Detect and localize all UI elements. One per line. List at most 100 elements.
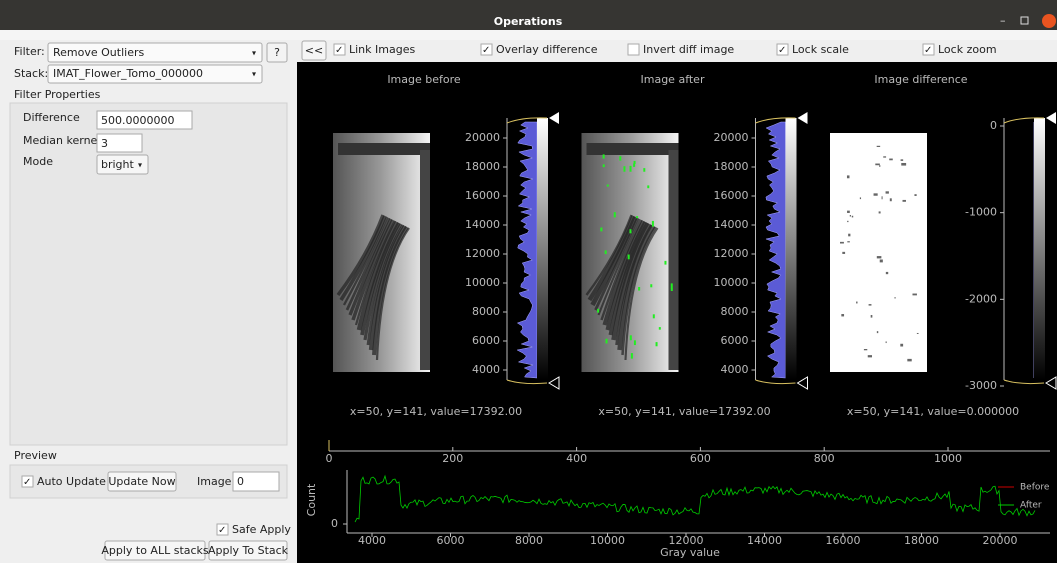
outlier (597, 309, 599, 313)
outlier (647, 185, 649, 188)
diff-speck (886, 341, 887, 343)
outlier (614, 212, 616, 217)
diff-speck (848, 234, 850, 237)
checkbox-box[interactable] (628, 44, 639, 55)
arrow: ▾ (252, 49, 256, 58)
tick-label: 0 (331, 517, 338, 530)
outlier (643, 168, 645, 172)
spin-text: 3 (101, 137, 108, 150)
outlier (633, 163, 635, 166)
outlier (603, 164, 605, 167)
diff-speck (875, 164, 880, 166)
diff-speck (847, 241, 850, 242)
diff-speck (917, 333, 919, 334)
diff-speck (877, 256, 882, 258)
outlier (671, 283, 673, 288)
outlier (606, 339, 608, 344)
tick-label: 4000 (472, 363, 500, 376)
tick-label: 6000 (472, 334, 500, 347)
outlier (623, 166, 625, 172)
tick-label: 200 (442, 452, 463, 465)
tick-label: 0 (326, 452, 333, 465)
diff-speck (877, 146, 880, 147)
diff-speck (874, 193, 878, 195)
checkbox-label: Safe Apply (232, 523, 291, 536)
checkbox-label: Auto Update (37, 475, 106, 488)
window: Operations – Filter: Remove Outliers ▾ ?… (0, 0, 1057, 563)
view-title: Image difference (874, 73, 967, 86)
diff-speck (869, 304, 872, 306)
frame (338, 143, 430, 155)
tick-label: -1000 (965, 206, 997, 219)
combo-text: Remove Outliers (53, 46, 144, 59)
view-title: Image after (641, 73, 705, 86)
diff-speck (850, 215, 851, 217)
label: Stack: (14, 67, 48, 80)
tick-label: 20000 (714, 131, 749, 144)
tick-label: 12000 (465, 247, 500, 260)
tick-label: 14000 (714, 218, 749, 231)
check-mark: ✓ (335, 45, 343, 56)
label: Image: (197, 475, 235, 488)
diff-speck (841, 314, 844, 316)
spin-text: 500.0000000 (101, 114, 174, 127)
combo-text: IMAT_Flower_Tomo_000000 (53, 67, 203, 80)
button-text: << (305, 44, 323, 57)
diff-speck (912, 294, 916, 296)
diff-speck (882, 196, 883, 199)
outlier (656, 342, 658, 346)
tick-label: 16000 (714, 189, 749, 202)
diff-speck (914, 194, 916, 196)
outlier (631, 353, 633, 359)
outlier (638, 287, 640, 291)
label: Difference (23, 111, 80, 124)
outlier (605, 250, 607, 254)
diff-speck (856, 302, 857, 304)
tick-label: 14000 (465, 218, 500, 231)
frame (587, 143, 679, 155)
checkbox-label: Overlay difference (496, 43, 598, 56)
label: Median kernel (23, 134, 100, 147)
page: Operations – Filter: Remove Outliers ▾ ?… (0, 0, 1057, 563)
diff-speck (907, 359, 911, 362)
diff-speck (889, 159, 893, 161)
combo-text: bright (101, 158, 135, 171)
diff-speck (877, 331, 878, 333)
outlier (629, 229, 631, 233)
button-text: Update Now (108, 475, 175, 488)
diff-speck (895, 297, 896, 298)
outlier (652, 221, 654, 227)
diff-speck (840, 242, 844, 244)
outlier (619, 156, 621, 160)
checkbox-label: Link Images (349, 43, 415, 56)
diff-speck (890, 198, 892, 201)
outlier (634, 340, 636, 345)
arrow: ▾ (138, 161, 142, 170)
tick-label: 6000 (721, 334, 749, 347)
diff-speck (886, 272, 888, 274)
frame (669, 150, 679, 370)
outlier (628, 255, 630, 260)
tick-label: 12000 (714, 247, 749, 260)
axis-label: Count (305, 483, 318, 516)
label: Mode (23, 155, 53, 168)
outlier (603, 154, 605, 158)
legend-label: Before (1020, 483, 1050, 493)
button-text: Apply to ALL stacks (101, 544, 209, 557)
diff-speck (871, 315, 873, 318)
tick-label: -2000 (965, 292, 997, 305)
outlier (664, 261, 666, 265)
checkbox[interactable]: ✓Safe Apply (217, 523, 291, 536)
diff-speck (880, 259, 883, 262)
window-title: Operations (494, 15, 563, 28)
diff-speck (903, 200, 906, 202)
top-strip (0, 30, 1057, 40)
diff-speck (900, 344, 903, 347)
minimize[interactable]: – (1000, 14, 1006, 27)
tick-label: 8000 (721, 305, 749, 318)
gradient-bar (786, 118, 797, 380)
outlier (630, 166, 632, 172)
close[interactable] (1042, 14, 1056, 28)
tick-label: 1000 (934, 452, 962, 465)
tick-label: 4000 (721, 363, 749, 376)
